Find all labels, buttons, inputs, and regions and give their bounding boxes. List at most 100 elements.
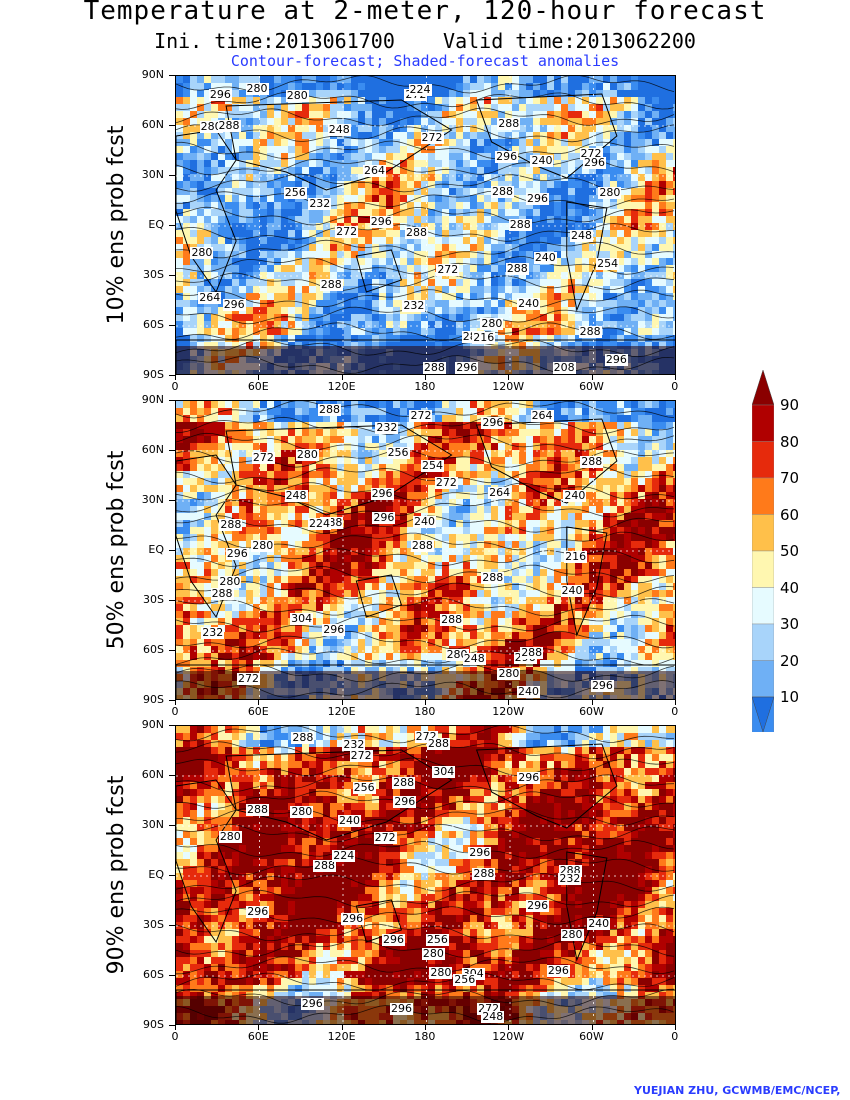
colorbar-level-label: 50 (780, 542, 800, 560)
lat-tick (169, 450, 175, 451)
contour-label: 232 (402, 298, 426, 312)
contour-label: 296 (370, 486, 394, 500)
contour-label: 288 (481, 570, 505, 584)
lon-tick-label: 0 (171, 1030, 179, 1043)
lon-tick-label: 60E (247, 705, 269, 718)
contour-label: 288 (392, 776, 416, 790)
contour-label: 280 (445, 648, 469, 662)
contour-label: 208 (552, 361, 576, 374)
lat-tick (169, 600, 175, 601)
lon-tick-label: 60E (247, 1030, 269, 1043)
contour-label: 240 (530, 153, 554, 167)
colorbar-level-label: 40 (780, 578, 800, 597)
contour-label: 296 (300, 996, 324, 1010)
lat-tick (169, 700, 175, 701)
contour-label: 288 (427, 737, 451, 751)
contour-label: 232 (308, 196, 332, 210)
lat-tick-label: 30N (141, 168, 164, 181)
lon-tick-label: 120W (492, 1030, 525, 1043)
contour-label: 296 (455, 361, 479, 374)
lon-tick-label: 180 (414, 705, 436, 718)
contour-label: 288 (317, 402, 341, 416)
contour-label: 240 (413, 514, 437, 528)
lon-tick (258, 1025, 260, 1030)
map-panel-2: 2722802722882882802882962802882722642962… (175, 400, 676, 700)
lat-tick (169, 75, 175, 76)
contour-label: 280 (560, 928, 584, 942)
contour-label: 232 (342, 738, 366, 752)
contour-label: 248 (569, 228, 593, 242)
chart-title: Temperature at 2-meter, 120-hour forecas… (83, 0, 767, 26)
lat-tick-label: 60N (141, 118, 164, 131)
lon-tick-label: 0 (171, 380, 179, 393)
chart-subtitle: Ini. time:2013061700 Valid time:20130622… (154, 29, 696, 53)
contour-label: 280 (480, 316, 504, 330)
contour-label: 280 (295, 448, 319, 462)
lat-tick-label: 90S (143, 368, 164, 381)
lon-tick (424, 375, 426, 380)
contour-label: 272 (420, 130, 444, 144)
lat-tick-label: 90N (141, 393, 164, 406)
contour-label: 288 (217, 119, 241, 133)
contour-label: 296 (495, 150, 519, 164)
lat-tick-label: 60N (141, 443, 164, 456)
contour-label: 296 (208, 87, 232, 101)
contour-label: 304 (290, 611, 314, 625)
contour-label: 248 (481, 1009, 505, 1023)
contour-label: 288 (422, 361, 446, 374)
contour-label: 288 (520, 645, 544, 659)
colorbar-level-label: 20 (780, 651, 800, 670)
contour-label: 240 (563, 488, 587, 502)
contour-label: 272 (409, 408, 433, 422)
contour-label: 232 (558, 871, 582, 885)
contour-label: 272 (436, 263, 460, 277)
lon-tick (591, 700, 593, 705)
contour-label: 272 (434, 475, 458, 489)
lat-tick (169, 650, 175, 651)
lon-tick (508, 1025, 510, 1030)
lat-tick (169, 400, 175, 401)
lat-tick (169, 975, 175, 976)
lon-tick-label: 180 (414, 1030, 436, 1043)
lon-tick-label: 120W (492, 380, 525, 393)
contour-label: 288 (313, 859, 337, 873)
lon-tick (175, 375, 176, 380)
colorbar-level-label: 10 (780, 688, 800, 706)
lat-tick (169, 875, 175, 876)
contour-label: 296 (481, 416, 505, 430)
contour-label: 224 (307, 517, 331, 531)
colorbar-level-label: 70 (780, 469, 800, 487)
contour-label: 216 (472, 330, 496, 344)
map-panel-1: 2722802722882882802882802962962882962962… (175, 75, 676, 375)
contour-label: 256 (352, 780, 376, 794)
contour-label: 296 (372, 510, 396, 524)
contour-label: 248 (327, 123, 351, 137)
contour-label: 272 (349, 748, 373, 762)
lon-tick (341, 700, 343, 705)
lat-tick (169, 775, 175, 776)
lat-tick (169, 225, 175, 226)
contour-label: 224 (408, 83, 432, 97)
contour-label: 240 (516, 685, 540, 699)
lon-tick (424, 700, 426, 705)
contour-label: 288 (508, 217, 532, 231)
colorbar-level-label: 90 (780, 396, 800, 414)
contour-label: 288 (505, 262, 529, 276)
contour-label: 264 (362, 163, 386, 177)
lat-tick-label: 60S (143, 968, 164, 981)
lon-tick (591, 1025, 593, 1030)
contour-label: 240 (560, 584, 584, 598)
contour-label: 280 (218, 829, 242, 843)
contour-label: 280 (421, 947, 445, 961)
colorbar-level-label: 80 (780, 432, 800, 451)
lon-tick-label: 60W (579, 380, 604, 393)
contour-label: 280 (245, 81, 269, 95)
contour-label: 288 (497, 116, 521, 130)
contour-label: 296 (225, 546, 249, 560)
contour-label: 280 (218, 575, 242, 589)
contour-label: 254 (421, 459, 445, 473)
lat-tick-label: 30S (143, 593, 164, 606)
colorbar-legend (752, 370, 774, 732)
contour-label: 280 (429, 966, 453, 980)
lat-tick (169, 500, 175, 501)
